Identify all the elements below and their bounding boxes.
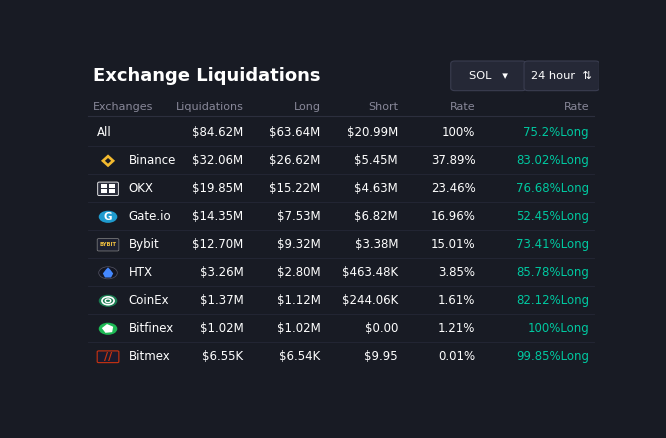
Text: Rate: Rate xyxy=(563,102,589,112)
Text: 99.85%Long: 99.85%Long xyxy=(516,350,589,363)
Text: 37.89%: 37.89% xyxy=(431,154,476,167)
Text: Exchanges: Exchanges xyxy=(93,102,153,112)
Text: $12.70M: $12.70M xyxy=(192,238,243,251)
Text: //: // xyxy=(104,352,112,362)
Text: 100%: 100% xyxy=(442,126,476,139)
Text: $6.82M: $6.82M xyxy=(354,210,398,223)
Text: Bitmex: Bitmex xyxy=(129,350,170,363)
FancyBboxPatch shape xyxy=(109,184,115,188)
Circle shape xyxy=(99,323,117,335)
Text: $9.32M: $9.32M xyxy=(277,238,321,251)
Text: 83.02%Long: 83.02%Long xyxy=(516,154,589,167)
FancyBboxPatch shape xyxy=(101,184,107,188)
Text: G: G xyxy=(104,212,113,222)
Circle shape xyxy=(99,267,117,279)
Text: Rate: Rate xyxy=(450,102,476,112)
Text: Short: Short xyxy=(368,102,398,112)
Text: 0.01%: 0.01% xyxy=(438,350,476,363)
FancyBboxPatch shape xyxy=(101,190,107,193)
Text: $19.85M: $19.85M xyxy=(192,182,243,195)
FancyBboxPatch shape xyxy=(97,351,119,363)
Text: $6.55K: $6.55K xyxy=(202,350,243,363)
FancyBboxPatch shape xyxy=(98,182,119,195)
Text: 100%Long: 100%Long xyxy=(527,322,589,335)
Text: Binance: Binance xyxy=(129,154,176,167)
Text: $4.63M: $4.63M xyxy=(354,182,398,195)
Text: BYBIT: BYBIT xyxy=(99,242,117,247)
Polygon shape xyxy=(103,267,113,278)
Text: Exchange Liquidations: Exchange Liquidations xyxy=(93,67,320,85)
Text: 24 hour  ⇅: 24 hour ⇅ xyxy=(531,71,592,81)
Text: $1.02M: $1.02M xyxy=(277,322,321,335)
Text: $14.35M: $14.35M xyxy=(192,210,243,223)
Text: $9.95: $9.95 xyxy=(364,350,398,363)
Text: HTX: HTX xyxy=(129,266,153,279)
Text: 73.41%Long: 73.41%Long xyxy=(516,238,589,251)
Text: $7.53M: $7.53M xyxy=(277,210,321,223)
Text: $3.26M: $3.26M xyxy=(200,266,243,279)
Polygon shape xyxy=(101,155,115,167)
Text: Liquidations: Liquidations xyxy=(175,102,243,112)
Text: 23.46%: 23.46% xyxy=(431,182,476,195)
Text: 76.68%Long: 76.68%Long xyxy=(516,182,589,195)
Text: $26.62M: $26.62M xyxy=(269,154,321,167)
Text: CoinEx: CoinEx xyxy=(129,294,169,307)
Text: 52.45%Long: 52.45%Long xyxy=(516,210,589,223)
Text: 15.01%: 15.01% xyxy=(431,238,476,251)
Text: Long: Long xyxy=(294,102,321,112)
Polygon shape xyxy=(102,324,113,333)
Text: All: All xyxy=(97,126,111,139)
Text: Bitfinex: Bitfinex xyxy=(129,322,174,335)
Text: 82.12%Long: 82.12%Long xyxy=(516,294,589,307)
Text: $32.06M: $32.06M xyxy=(192,154,243,167)
Text: $63.64M: $63.64M xyxy=(270,126,321,139)
Text: $244.06K: $244.06K xyxy=(342,294,398,307)
Text: 1.21%: 1.21% xyxy=(438,322,476,335)
FancyBboxPatch shape xyxy=(524,61,599,91)
Text: $6.54K: $6.54K xyxy=(280,350,321,363)
Circle shape xyxy=(99,295,117,307)
Text: $2.80M: $2.80M xyxy=(277,266,321,279)
Text: OKX: OKX xyxy=(129,182,154,195)
Text: Gate.io: Gate.io xyxy=(129,210,171,223)
Text: SOL   ▾: SOL ▾ xyxy=(469,71,508,81)
Text: 85.78%Long: 85.78%Long xyxy=(516,266,589,279)
Text: $5.45M: $5.45M xyxy=(354,154,398,167)
Text: Bybit: Bybit xyxy=(129,238,159,251)
Text: 3.85%: 3.85% xyxy=(438,266,476,279)
Text: 1.61%: 1.61% xyxy=(438,294,476,307)
Text: $20.99M: $20.99M xyxy=(347,126,398,139)
Text: 16.96%: 16.96% xyxy=(431,210,476,223)
Text: $463.48K: $463.48K xyxy=(342,266,398,279)
Text: $15.22M: $15.22M xyxy=(270,182,321,195)
Text: $3.38M: $3.38M xyxy=(354,238,398,251)
Text: $1.12M: $1.12M xyxy=(277,294,321,307)
Text: $84.62M: $84.62M xyxy=(192,126,243,139)
Circle shape xyxy=(99,211,117,223)
Text: $1.37M: $1.37M xyxy=(200,294,243,307)
Text: 75.2%Long: 75.2%Long xyxy=(523,126,589,139)
FancyBboxPatch shape xyxy=(109,190,115,193)
FancyBboxPatch shape xyxy=(451,61,526,91)
FancyBboxPatch shape xyxy=(97,239,119,251)
Polygon shape xyxy=(105,158,111,164)
Text: $1.02M: $1.02M xyxy=(200,322,243,335)
Text: $0.00: $0.00 xyxy=(365,322,398,335)
